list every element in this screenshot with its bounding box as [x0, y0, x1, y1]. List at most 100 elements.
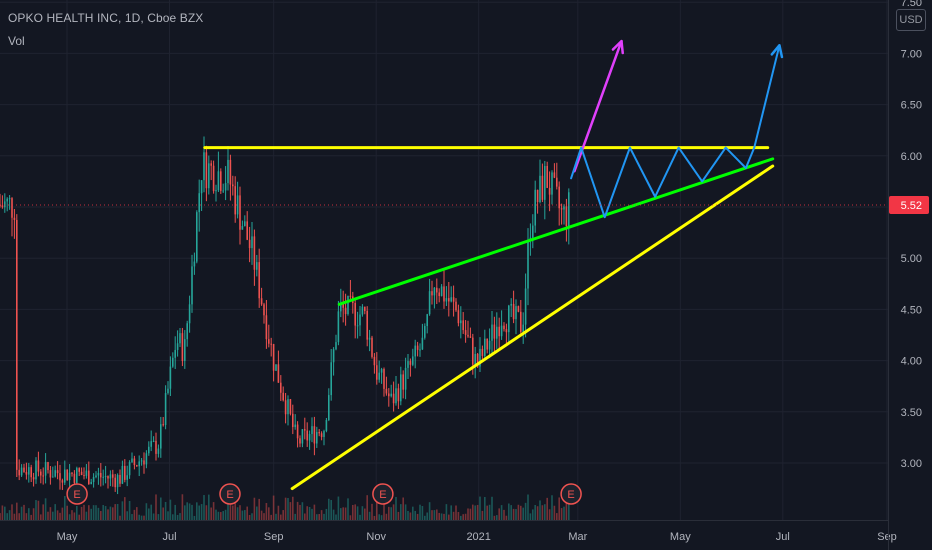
- candle-body: [272, 344, 275, 371]
- volume-bar: [196, 502, 198, 520]
- volume-bar: [222, 511, 224, 520]
- candle-body: [282, 392, 284, 401]
- volume-bar: [28, 508, 30, 520]
- candle-body: [136, 465, 138, 467]
- volume-bar: [205, 505, 208, 520]
- candle-body: [66, 469, 68, 481]
- volume-bar: [4, 506, 6, 520]
- volume-bar: [373, 515, 376, 520]
- x-tick-label: May: [57, 531, 78, 543]
- volume-bar: [558, 497, 560, 520]
- volume-legend[interactable]: Vol: [8, 34, 25, 48]
- volume-bar: [323, 513, 325, 520]
- volume-bar: [203, 495, 205, 520]
- volume-bar: [500, 505, 503, 520]
- candle-body: [510, 303, 512, 306]
- candle-body: [445, 298, 448, 302]
- currency-badge[interactable]: USD: [896, 9, 926, 31]
- candle-body: [140, 460, 143, 462]
- candle-body: [229, 159, 232, 185]
- candle-body: [294, 424, 296, 428]
- x-tick-label: May: [670, 531, 691, 543]
- volume-bar: [349, 515, 352, 520]
- volume-bar: [260, 510, 263, 520]
- volume-bar: [258, 498, 260, 520]
- candle-body: [188, 304, 191, 324]
- candle-body: [263, 304, 265, 316]
- volume-bar: [268, 507, 270, 520]
- volume-bar: [469, 508, 472, 520]
- x-tick-label: Jul: [776, 531, 790, 543]
- y-tick-label: 6.00: [901, 151, 922, 163]
- candle-body: [232, 184, 234, 187]
- candle-body: [35, 460, 37, 480]
- candle-body: [323, 431, 325, 437]
- volume-bar: [8, 510, 11, 520]
- candle-body: [280, 382, 282, 393]
- volume-bar: [272, 495, 275, 520]
- volume-bar: [140, 515, 143, 520]
- candle-body: [440, 286, 443, 297]
- candle-body: [114, 477, 116, 488]
- volume-bar: [66, 505, 68, 520]
- candle-body: [539, 175, 541, 203]
- earnings-marker: [66, 483, 88, 505]
- candle-body: [97, 472, 100, 476]
- volume-bar: [457, 512, 460, 520]
- candle-body: [407, 361, 409, 368]
- volume-bar: [419, 504, 421, 520]
- volume-bar: [503, 509, 505, 520]
- candle-body: [164, 393, 167, 425]
- support-trendline: [290, 164, 775, 491]
- candle-body: [304, 429, 306, 431]
- volume-bar: [443, 513, 445, 520]
- current-price-tag: [889, 195, 929, 214]
- volume-bar: [160, 497, 162, 520]
- candle-body: [248, 239, 251, 249]
- candle-body: [349, 295, 352, 297]
- candle-body: [292, 413, 294, 428]
- candle-body: [457, 310, 460, 324]
- candle-body: [488, 340, 491, 350]
- candle-body: [340, 302, 342, 312]
- candle-body: [421, 337, 424, 350]
- candle-body: [546, 165, 548, 188]
- y-tick-label: 5.00: [901, 253, 922, 265]
- candle-body: [241, 225, 244, 230]
- volume-bar: [551, 495, 553, 520]
- x-tick-label: Sep: [264, 531, 284, 543]
- volume-bar: [104, 506, 107, 520]
- candle-body: [469, 336, 472, 338]
- candle-body: [13, 217, 16, 220]
- candle-body: [524, 288, 527, 325]
- volume-bar: [85, 511, 88, 520]
- candle-body: [400, 374, 402, 402]
- candle-body: [59, 473, 61, 481]
- volume-bar: [407, 510, 409, 520]
- symbol-legend[interactable]: OPKO HEALTH INC, 1D, Cboe BZX: [8, 11, 204, 25]
- volume-bar: [179, 513, 181, 520]
- y-tick-label: 3.50: [901, 407, 922, 419]
- volume-bar: [49, 507, 52, 520]
- volume-bar: [436, 509, 438, 520]
- candle-body: [167, 388, 169, 394]
- volume-bar: [460, 515, 462, 520]
- volume-bar: [476, 504, 479, 520]
- volume-bar: [236, 507, 239, 520]
- volume-bar: [517, 504, 520, 520]
- candle-body: [162, 424, 164, 426]
- y-tick-label: 3.00: [901, 458, 922, 470]
- volume-bar: [486, 505, 488, 520]
- candle-body: [88, 470, 90, 485]
- candle-body: [553, 172, 556, 178]
- volume-bar: [56, 510, 59, 520]
- candle-body: [95, 475, 97, 478]
- candle-body: [20, 467, 23, 476]
- volume-bar: [534, 504, 536, 520]
- candle-body: [402, 374, 404, 390]
- volume-bar: [412, 506, 414, 520]
- volume-bar: [325, 508, 328, 520]
- volume-bar: [200, 504, 203, 520]
- candle-body: [320, 433, 323, 437]
